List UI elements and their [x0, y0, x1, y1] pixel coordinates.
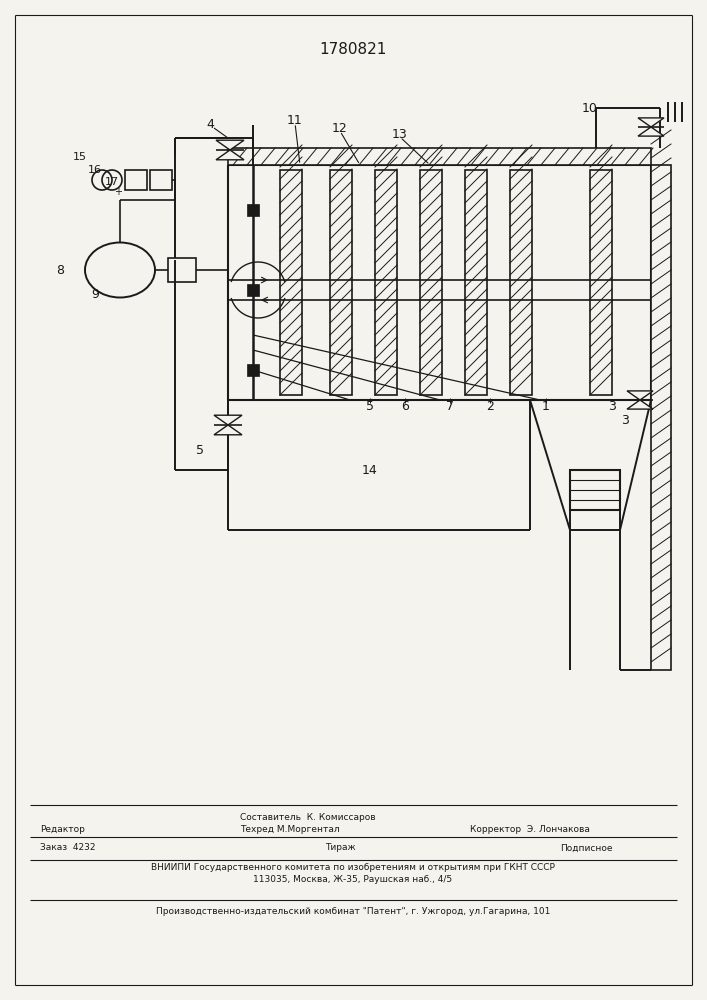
Text: 10: 10 — [582, 102, 598, 114]
Text: 2: 2 — [486, 400, 494, 414]
Text: Заказ  4232: Заказ 4232 — [40, 844, 95, 852]
Bar — [280, 170, 302, 395]
Text: Составитель  К. Комиссаров: Составитель К. Комиссаров — [240, 814, 375, 822]
Text: 3: 3 — [621, 414, 629, 426]
Polygon shape — [638, 127, 664, 136]
Bar — [247, 364, 259, 376]
Text: Подписное: Подписное — [560, 844, 612, 852]
Text: ВНИИПИ Государственного комитета по изобретениям и открытиям при ГКНТ СССР: ВНИИПИ Государственного комитета по изоб… — [151, 862, 555, 871]
Text: 4: 4 — [206, 118, 214, 131]
Bar — [570, 470, 620, 510]
Text: 6: 6 — [401, 400, 409, 414]
Text: 12: 12 — [332, 121, 348, 134]
Text: 17: 17 — [105, 177, 119, 187]
Text: 5: 5 — [366, 400, 374, 414]
Text: 7: 7 — [446, 400, 454, 414]
Text: Редактор: Редактор — [40, 826, 85, 834]
Text: 3: 3 — [608, 400, 616, 414]
Text: +: + — [114, 187, 122, 197]
Text: 9: 9 — [91, 288, 99, 302]
Polygon shape — [214, 425, 242, 435]
Text: 1780821: 1780821 — [320, 42, 387, 57]
Bar — [150, 170, 172, 190]
Bar — [590, 170, 612, 395]
Bar — [375, 170, 397, 395]
Bar — [651, 165, 671, 670]
Polygon shape — [214, 415, 242, 425]
Polygon shape — [216, 150, 244, 160]
Polygon shape — [627, 400, 653, 409]
Text: Тираж: Тираж — [325, 844, 356, 852]
Bar — [465, 170, 487, 395]
Text: 8: 8 — [56, 263, 64, 276]
Text: Производственно-издательский комбинат "Патент", г. Ужгород, ул.Гагарина, 101: Производственно-издательский комбинат "П… — [156, 908, 550, 916]
Polygon shape — [216, 140, 244, 150]
Polygon shape — [638, 118, 664, 127]
Bar — [125, 170, 147, 190]
Polygon shape — [627, 391, 653, 400]
Text: Корректор  Э. Лончакова: Корректор Э. Лончакова — [470, 826, 590, 834]
Text: 11: 11 — [287, 113, 303, 126]
Bar — [420, 170, 442, 395]
Text: 5: 5 — [196, 444, 204, 456]
Text: 16: 16 — [88, 165, 102, 175]
Text: Техред М.Моргентал: Техред М.Моргентал — [240, 826, 339, 834]
Bar — [247, 284, 259, 296]
Text: 13: 13 — [392, 127, 408, 140]
Bar — [168, 258, 196, 282]
Bar — [247, 204, 259, 216]
Bar — [330, 170, 352, 395]
Text: 1: 1 — [542, 400, 550, 414]
Text: 113035, Москва, Ж-35, Раушская наб., 4/5: 113035, Москва, Ж-35, Раушская наб., 4/5 — [253, 874, 452, 884]
Text: 14: 14 — [362, 464, 378, 477]
Text: 15: 15 — [73, 152, 87, 162]
Bar — [228, 148, 651, 165]
Bar — [510, 170, 532, 395]
